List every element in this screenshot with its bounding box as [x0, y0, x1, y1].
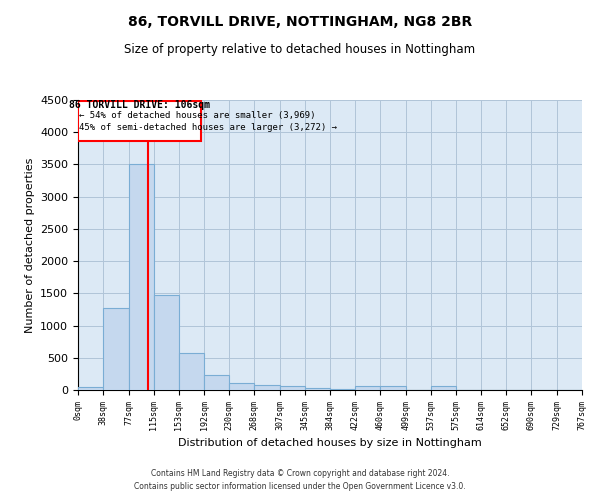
Text: Size of property relative to detached houses in Nottingham: Size of property relative to detached ho… — [124, 42, 476, 56]
Bar — [128, 164, 154, 390]
Bar — [380, 386, 406, 390]
Bar — [78, 387, 103, 390]
Bar — [280, 386, 305, 390]
Bar — [331, 388, 355, 390]
Text: 86 TORVILL DRIVE: 106sqm: 86 TORVILL DRIVE: 106sqm — [69, 100, 210, 110]
Text: 86, TORVILL DRIVE, NOTTINGHAM, NG8 2BR: 86, TORVILL DRIVE, NOTTINGHAM, NG8 2BR — [128, 15, 472, 29]
Bar — [154, 294, 179, 390]
Text: Distribution of detached houses by size in Nottingham: Distribution of detached houses by size … — [178, 438, 482, 448]
Bar — [78, 100, 201, 140]
Bar — [355, 386, 380, 390]
Y-axis label: Number of detached properties: Number of detached properties — [25, 158, 35, 332]
Bar — [254, 384, 280, 390]
Bar — [179, 352, 204, 390]
Text: ← 54% of detached houses are smaller (3,969): ← 54% of detached houses are smaller (3,… — [79, 111, 316, 120]
Text: 45% of semi-detached houses are larger (3,272) →: 45% of semi-detached houses are larger (… — [79, 123, 337, 132]
Bar — [229, 382, 254, 390]
Bar — [204, 374, 229, 390]
Bar — [103, 308, 128, 390]
Bar — [431, 386, 456, 390]
Bar — [305, 388, 331, 390]
Text: Contains public sector information licensed under the Open Government Licence v3: Contains public sector information licen… — [134, 482, 466, 491]
Text: Contains HM Land Registry data © Crown copyright and database right 2024.: Contains HM Land Registry data © Crown c… — [151, 468, 449, 477]
